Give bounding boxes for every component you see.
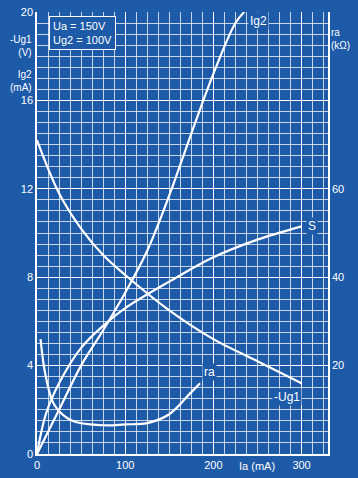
svg-text:100: 100 — [116, 459, 134, 471]
svg-text:ra(kΩ): ra(kΩ) — [331, 27, 350, 51]
svg-text:16: 16 — [21, 94, 33, 106]
svg-text:0: 0 — [34, 459, 40, 471]
svg-text:12: 12 — [21, 183, 33, 195]
svg-text:20: 20 — [21, 6, 33, 18]
svg-text:Ig2: Ig2 — [250, 14, 267, 28]
svg-text:ra: ra — [204, 365, 215, 379]
svg-text:0: 0 — [27, 448, 33, 460]
svg-text:20: 20 — [332, 359, 344, 371]
svg-text:300: 300 — [292, 459, 310, 471]
svg-text:Ig2(mA): Ig2(mA) — [10, 69, 32, 93]
svg-text:-Ug1(V): -Ug1(V) — [10, 34, 32, 58]
svg-text:-Ug1: -Ug1 — [274, 390, 300, 404]
svg-text:Ia (mA): Ia (mA) — [239, 460, 275, 472]
svg-text:40: 40 — [332, 271, 344, 283]
svg-text:Ua = 150VUg2 = 100V: Ua = 150VUg2 = 100V — [53, 20, 112, 46]
svg-text:S: S — [308, 219, 316, 233]
svg-text:8: 8 — [27, 271, 33, 283]
svg-text:60: 60 — [332, 183, 344, 195]
svg-text:200: 200 — [204, 459, 222, 471]
svg-text:4: 4 — [27, 359, 33, 371]
